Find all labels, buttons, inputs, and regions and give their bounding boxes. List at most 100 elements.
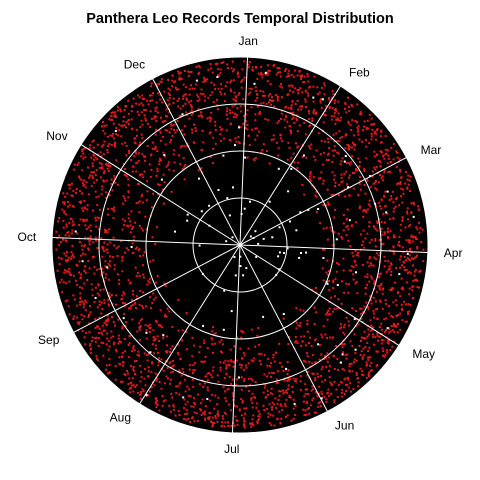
record-point-red [165,108,168,111]
record-point-red [76,264,79,267]
record-point-red [96,359,99,362]
record-point-red [276,96,279,99]
record-point-white [386,190,389,193]
record-point-red [176,120,179,123]
record-point-red [225,366,228,369]
record-point-red [103,140,106,143]
record-point-red [127,99,130,102]
record-point-red [349,382,352,385]
record-point-red [245,366,248,369]
record-point-red [270,362,272,365]
record-point-red [121,355,124,358]
record-point-red [241,330,243,333]
record-point-red [379,299,382,302]
record-point-red [327,313,330,316]
record-point-red [400,287,403,290]
record-point-red [135,384,138,387]
record-point-red [304,383,307,386]
record-point-red [314,377,317,380]
record-point-red [236,359,239,362]
record-point-red [170,371,173,374]
record-point-red [81,207,84,210]
record-point-red [416,286,419,288]
record-point-red [89,224,92,227]
record-point-red [357,323,360,326]
record-point-red [177,329,180,332]
record-point-red [158,409,161,412]
record-point-red [257,327,260,329]
record-point-red [214,342,217,345]
record-point-red [139,289,142,292]
record-point-red [110,178,113,181]
record-point-red [266,364,269,367]
record-point-red [231,378,234,381]
record-point-red [100,193,103,196]
record-point-red [319,101,322,104]
record-point-white [122,317,125,320]
record-point-red [225,367,228,370]
record-point-red [108,165,110,167]
record-point-red [107,145,109,148]
record-point-red [379,174,382,177]
record-point-red [383,231,386,234]
record-point-red [356,126,359,129]
record-point-red [304,392,307,395]
record-point-red [82,303,85,306]
record-point-red [365,283,368,286]
record-point-red [361,370,364,373]
record-point-red [211,338,214,341]
record-point-red [233,345,236,348]
record-point-red [209,156,212,159]
record-point-red [414,237,417,240]
record-point-red [187,417,190,420]
record-point-red [185,111,188,114]
record-point-red [408,293,411,296]
record-point-red [109,264,111,267]
record-point-red [358,138,361,141]
record-point-red [367,358,370,361]
record-point-red [180,374,183,377]
record-point-red [272,356,275,359]
record-point-red [186,114,188,116]
record-point-red [131,304,134,307]
record-point-red [103,299,106,302]
record-point-red [354,282,357,285]
record-point-red [348,365,351,368]
record-point-red [399,295,402,298]
record-point-red [211,421,214,424]
record-point-red [266,118,269,121]
record-point-red [228,109,231,112]
record-point-red [106,243,109,246]
record-point-red [152,329,155,332]
record-point-red [64,269,67,272]
record-point-red [313,323,316,326]
record-point-red [146,99,149,102]
record-point-red [380,176,383,179]
record-point-red [183,165,186,168]
record-point-red [101,333,104,336]
record-point-red [190,84,192,87]
record-point-red [192,372,194,374]
record-point-red [328,301,331,304]
record-point-red [287,369,290,372]
record-point-red [212,326,215,329]
record-point-red [343,326,345,329]
record-point-red [114,365,117,368]
record-point-red [306,402,309,405]
record-point-red [388,265,391,268]
record-point-red [113,177,116,180]
record-point-red [250,398,253,401]
record-point-red [327,309,330,312]
record-point-red [74,279,77,282]
record-point-red [256,422,259,425]
record-point-red [340,343,343,345]
record-point-red [364,337,367,340]
record-point-red [302,400,305,403]
record-point-red [140,318,143,321]
record-point-red [343,392,346,395]
record-point-red [359,205,361,208]
record-point-red [114,141,117,144]
record-point-red [382,339,385,342]
record-point-red [115,247,118,250]
record-point-red [200,167,203,170]
